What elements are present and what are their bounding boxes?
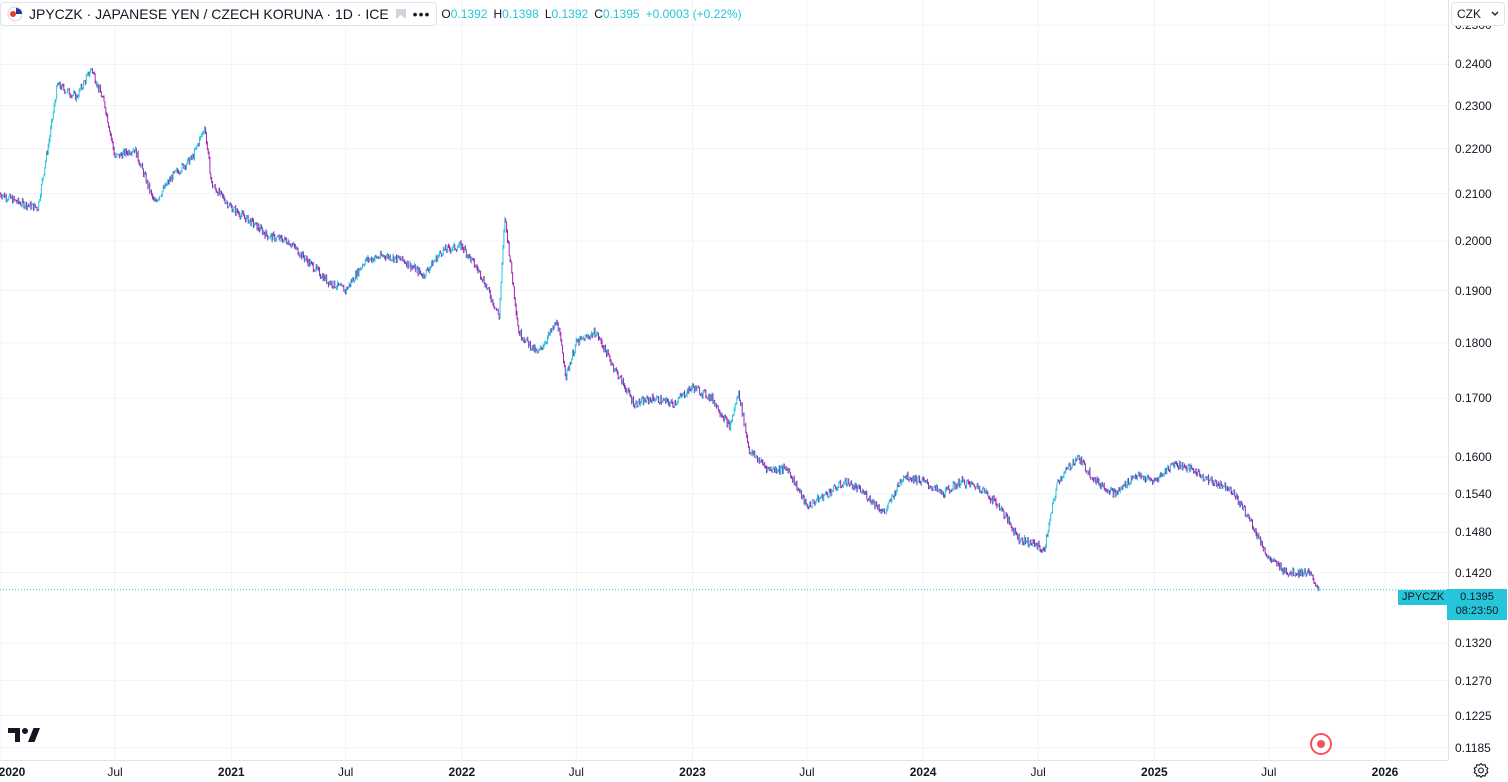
time-tick-label: Jul xyxy=(1030,765,1046,779)
tradingview-logo-icon[interactable] xyxy=(8,726,40,744)
price-axis[interactable]: 0.25000.24000.23000.22000.21000.20000.19… xyxy=(1448,0,1508,760)
close-label: C xyxy=(594,7,603,21)
price-tick-label: 0.1225 xyxy=(1455,708,1492,723)
currency-select-value: CZK xyxy=(1457,7,1481,21)
bar-countdown: 08:23:50 xyxy=(1455,605,1499,617)
chevron-down-icon xyxy=(1491,11,1499,16)
chart-pane[interactable] xyxy=(0,0,1448,760)
price-tick-label: 0.1420 xyxy=(1455,565,1492,580)
symbol-price-label: JPYCZK xyxy=(1398,590,1449,605)
last-price-label: 0.1395 08:23:50 xyxy=(1447,589,1507,620)
ohlc-high: H0.1398 xyxy=(493,7,538,21)
price-chart-svg[interactable] xyxy=(0,0,1448,760)
open-value: 0.1392 xyxy=(450,7,488,21)
ohlc-open: O0.1392 xyxy=(441,7,487,21)
time-tick-label: Jul xyxy=(337,765,354,779)
price-tick-label: 0.2100 xyxy=(1455,186,1492,201)
chart-legend: JPYCZK · JAPANESE YEN / CZECH KORUNA · 1… xyxy=(0,2,742,26)
close-value: 0.1395 xyxy=(602,7,640,21)
price-tick-label: 0.1185 xyxy=(1455,740,1491,755)
time-tick-label: Jul xyxy=(799,765,815,779)
low-label: L xyxy=(544,7,552,21)
time-tick-label: 2026 xyxy=(1371,765,1399,779)
ohlc-low: L0.1392 xyxy=(545,7,588,21)
open-label: O xyxy=(441,7,451,21)
currency-pair-logo-icon xyxy=(7,6,23,22)
price-tick-label: 0.2300 xyxy=(1455,98,1492,113)
symbol-info-box[interactable]: JPYCZK · JAPANESE YEN / CZECH KORUNA · 1… xyxy=(0,2,438,26)
price-tick-label: 0.2000 xyxy=(1455,233,1492,248)
price-tick-label: 0.1900 xyxy=(1455,283,1492,298)
ohlc-close: C0.1395 xyxy=(594,7,639,21)
price-tick-label: 0.1270 xyxy=(1455,673,1492,688)
time-tick-label: 2024 xyxy=(909,765,937,779)
time-tick-label: Jul xyxy=(107,765,123,779)
price-tick-label: 0.1800 xyxy=(1455,335,1492,350)
price-tick-label: 0.1600 xyxy=(1455,449,1492,464)
currency-select[interactable]: CZK xyxy=(1451,2,1505,26)
price-tick-label: 0.1700 xyxy=(1455,391,1492,406)
time-tick-label: Jul xyxy=(1261,765,1277,779)
high-label: H xyxy=(493,7,503,21)
price-change: +0.0003 (+0.22%) xyxy=(645,7,742,21)
high-value: 0.1398 xyxy=(502,7,539,21)
settings-gear-icon[interactable] xyxy=(1472,762,1490,780)
price-tick-label: 0.2200 xyxy=(1455,141,1492,156)
time-tick-label: 2020 xyxy=(0,765,26,779)
time-tick-label: 2022 xyxy=(448,765,476,779)
symbol-title: JPYCZK · JAPANESE YEN / CZECH KORUNA · 1… xyxy=(29,6,389,22)
price-tick-label: 0.1480 xyxy=(1455,525,1492,540)
last-price-value: 0.1395 xyxy=(1460,591,1494,603)
time-tick-label: 2025 xyxy=(1141,765,1168,779)
time-axis[interactable]: 2020 Jul 2021 Jul 2022 Jul 2023 Jul 2024 Jul 2025 J… xyxy=(0,760,1448,782)
price-tick-label: 0.1320 xyxy=(1455,636,1492,651)
flag-icon[interactable] xyxy=(395,8,407,20)
time-tick-label: 2023 xyxy=(679,765,706,779)
more-horizontal-icon[interactable]: ••• xyxy=(412,6,431,22)
time-tick-label: 2021 xyxy=(217,765,245,779)
record-button[interactable] xyxy=(1310,733,1332,755)
price-tick-label: 0.1540 xyxy=(1455,486,1492,501)
low-value: 0.1392 xyxy=(551,7,589,21)
price-series xyxy=(0,67,1320,592)
ohlc-values: O0.1392 H0.1398 L0.1392 C0.1395 +0.0003 … xyxy=(441,7,741,21)
price-tick-label: 0.2400 xyxy=(1455,57,1492,72)
time-tick-label: Jul xyxy=(568,765,584,779)
